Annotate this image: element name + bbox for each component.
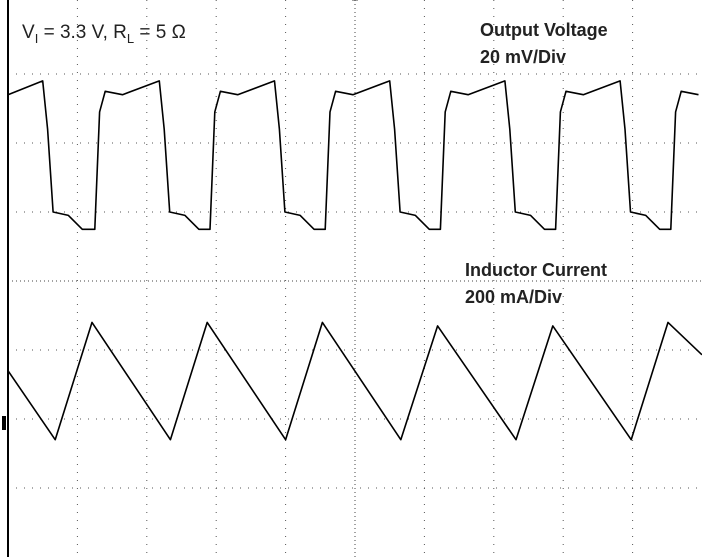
- title-sub: L: [127, 31, 134, 46]
- chart-title: VI = 3.3 V, RL = 5 Ω: [22, 22, 186, 46]
- series-line: [7, 321, 702, 441]
- series-scale: 200 mA/Div: [465, 287, 562, 307]
- title-part: V: [22, 22, 35, 43]
- series-scale: 20 mV/Div: [480, 47, 566, 67]
- series-name: Output Voltage: [480, 20, 608, 40]
- title-sub: I: [35, 31, 39, 46]
- grid: [8, 0, 702, 557]
- title-part: = 5 Ω: [134, 22, 186, 43]
- title-part: = 3.3 V, R: [38, 22, 127, 43]
- channel-marker: [2, 416, 6, 430]
- series-line: [7, 80, 699, 231]
- series-name: Inductor Current: [465, 260, 607, 280]
